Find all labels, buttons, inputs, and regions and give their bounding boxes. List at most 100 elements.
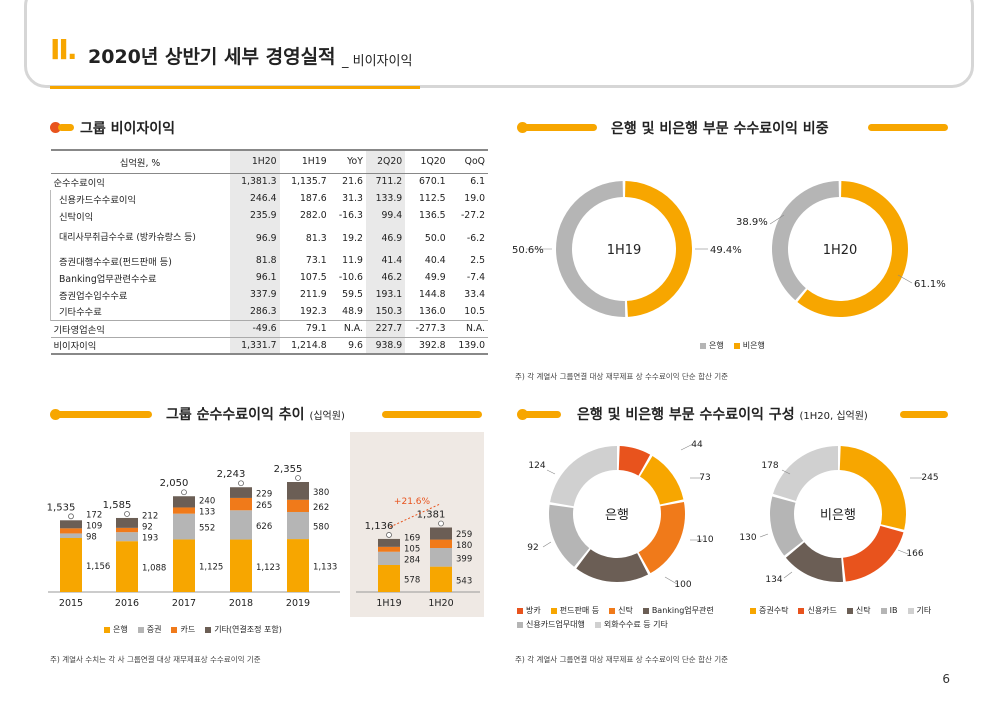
bar-value-label: 1,156 [86, 562, 110, 572]
slice-label: 44 [691, 440, 703, 450]
bar-value-label: 1,123 [256, 563, 280, 573]
legend-item: 증권 [137, 624, 162, 635]
bar-value-label: 284 [404, 555, 420, 565]
table-cell: 99.4 [365, 207, 406, 224]
legend-label: 증권 [146, 625, 162, 634]
legend-swatch [609, 607, 616, 614]
bar-segment [378, 546, 400, 552]
section-bar-right [900, 411, 948, 418]
table-cell: 670.1 [405, 172, 449, 190]
bar-top-marker [295, 475, 301, 481]
table-cell: 211.9 [300, 289, 327, 300]
table-cell: 392.8 [405, 336, 449, 355]
leader-line [783, 571, 793, 579]
bank-fee-mix-donut: 44 73 110 100 92 124 은행 [527, 440, 714, 590]
legend-swatch [137, 626, 144, 633]
legend-item: 은행 [700, 340, 724, 351]
legend-item: 신탁 [609, 605, 633, 616]
table-cell: 10.5 [464, 305, 485, 317]
legend-swatch [517, 607, 523, 614]
table-cell: 1,135.7 [279, 172, 330, 190]
bar-segment [287, 482, 309, 500]
trend-section-title: 그룹 순수수료이익 추이 (십억원) [166, 404, 345, 424]
leader-line [664, 576, 678, 585]
table-cell: 41.4 [365, 252, 406, 269]
slice-label: 110 [696, 535, 713, 545]
slice-label: 134 [765, 575, 782, 585]
bar-segment [430, 548, 452, 567]
donut-center-label: 은행 [605, 507, 629, 523]
table-cell: 46.2 [365, 269, 406, 286]
x-tick-label: 2018 [229, 598, 253, 609]
bar-total-label: 1,136 [365, 521, 394, 532]
donut-center-label: 비은행 [820, 507, 856, 523]
legend-swatch [642, 607, 649, 614]
donut-slice [576, 549, 649, 582]
table-cell: 21.6 [329, 172, 366, 190]
legend-swatch [205, 626, 212, 633]
slice-label: 50.6% [512, 245, 544, 256]
legend-label: IB [889, 606, 898, 615]
table-cell: N.A. [448, 319, 488, 337]
bar-value-label: 133 [199, 508, 215, 518]
page-title: 2020년 상반기 세부 경영실적 [88, 46, 336, 68]
bar-value-label: 380 [313, 488, 329, 498]
leader-line [769, 214, 785, 225]
table-row: 신용카드수수료이익 246.4 187.6 31.3 133.9 112.5 19.0 [49, 190, 489, 207]
slice-label: 100 [674, 580, 691, 590]
table-cell: 50.0 [424, 232, 446, 244]
bar-value-label: 212 [142, 512, 158, 522]
section-bullet-bar [523, 411, 561, 418]
table-cell: 81.3 [305, 232, 327, 244]
table-cell: -49.6 [229, 319, 280, 337]
table-row: 기타수수료 286.3 192.3 48.9 150.3 136.0 10.5 [49, 303, 489, 320]
table-header-cell: QoQ [448, 149, 488, 174]
bar-value-label: 1,125 [199, 563, 223, 573]
bar-segment [230, 539, 252, 592]
section-bullet-bar [58, 124, 74, 131]
donut-slice [625, 181, 693, 317]
slice-label: 245 [921, 473, 938, 483]
legend-label: Banking업무관련 [651, 606, 714, 615]
bar-total-label: 2,355 [274, 464, 303, 475]
table-row: 순수수료이익 1,381.3 1,135.7 21.6 711.2 670.1 6.1 [50, 172, 488, 190]
bar-value-label: 259 [456, 530, 472, 540]
legend-item: 증권수탁 [750, 605, 788, 616]
legend-label: 비은행 [742, 341, 765, 350]
table-cell: 286.3 [229, 303, 280, 320]
legend-swatch [104, 626, 110, 633]
bar-top-marker [68, 513, 74, 520]
table-cell: 192.3 [300, 305, 327, 317]
mix-section-title: 은행 및 비은행 부문 수수료이익 구성 (1H20, 십억원) [577, 404, 868, 424]
table-cell: 235.9 [229, 207, 280, 224]
bank-share-donut-1h19: 50.6% 49.4% 1H19 [512, 181, 742, 317]
table-cell: 9.6 [329, 336, 366, 355]
table-cell: 81.8 [229, 252, 280, 269]
slice-label: 124 [528, 461, 545, 471]
legend-item: 신탁 [846, 605, 871, 616]
table-cell: 938.9 [365, 336, 406, 355]
legend-label: 신용카드 [807, 606, 837, 615]
bar-value-label: 172 [86, 511, 102, 521]
slice-label: 130 [739, 533, 756, 543]
bar-value-label: 98 [86, 533, 97, 543]
share-legend: 은행 비은행 [700, 340, 765, 351]
bar-top-marker [386, 532, 392, 538]
section-bullet [517, 409, 528, 420]
table-cell: 1,331.7 [229, 336, 280, 355]
legend-item: 기타 [907, 605, 931, 616]
table-cell: 107.5 [300, 272, 327, 283]
legend-item: 비은행 [733, 340, 765, 351]
bar-value-label: 229 [256, 490, 272, 500]
bar-value-label: 92 [142, 523, 153, 533]
table-cell: 11.9 [342, 255, 363, 266]
donut-slice [797, 181, 908, 317]
legend-swatch [846, 607, 853, 614]
table-cell: 96.9 [229, 224, 280, 252]
bar-value-label: 240 [199, 497, 215, 507]
bar-segment [60, 533, 82, 539]
bar-value-label: 169 [404, 533, 420, 543]
legend-item: 방카 [517, 605, 541, 616]
mix-title-text: 은행 및 비은행 부문 수수료이익 구성 [577, 407, 795, 423]
leader-line [781, 469, 791, 475]
